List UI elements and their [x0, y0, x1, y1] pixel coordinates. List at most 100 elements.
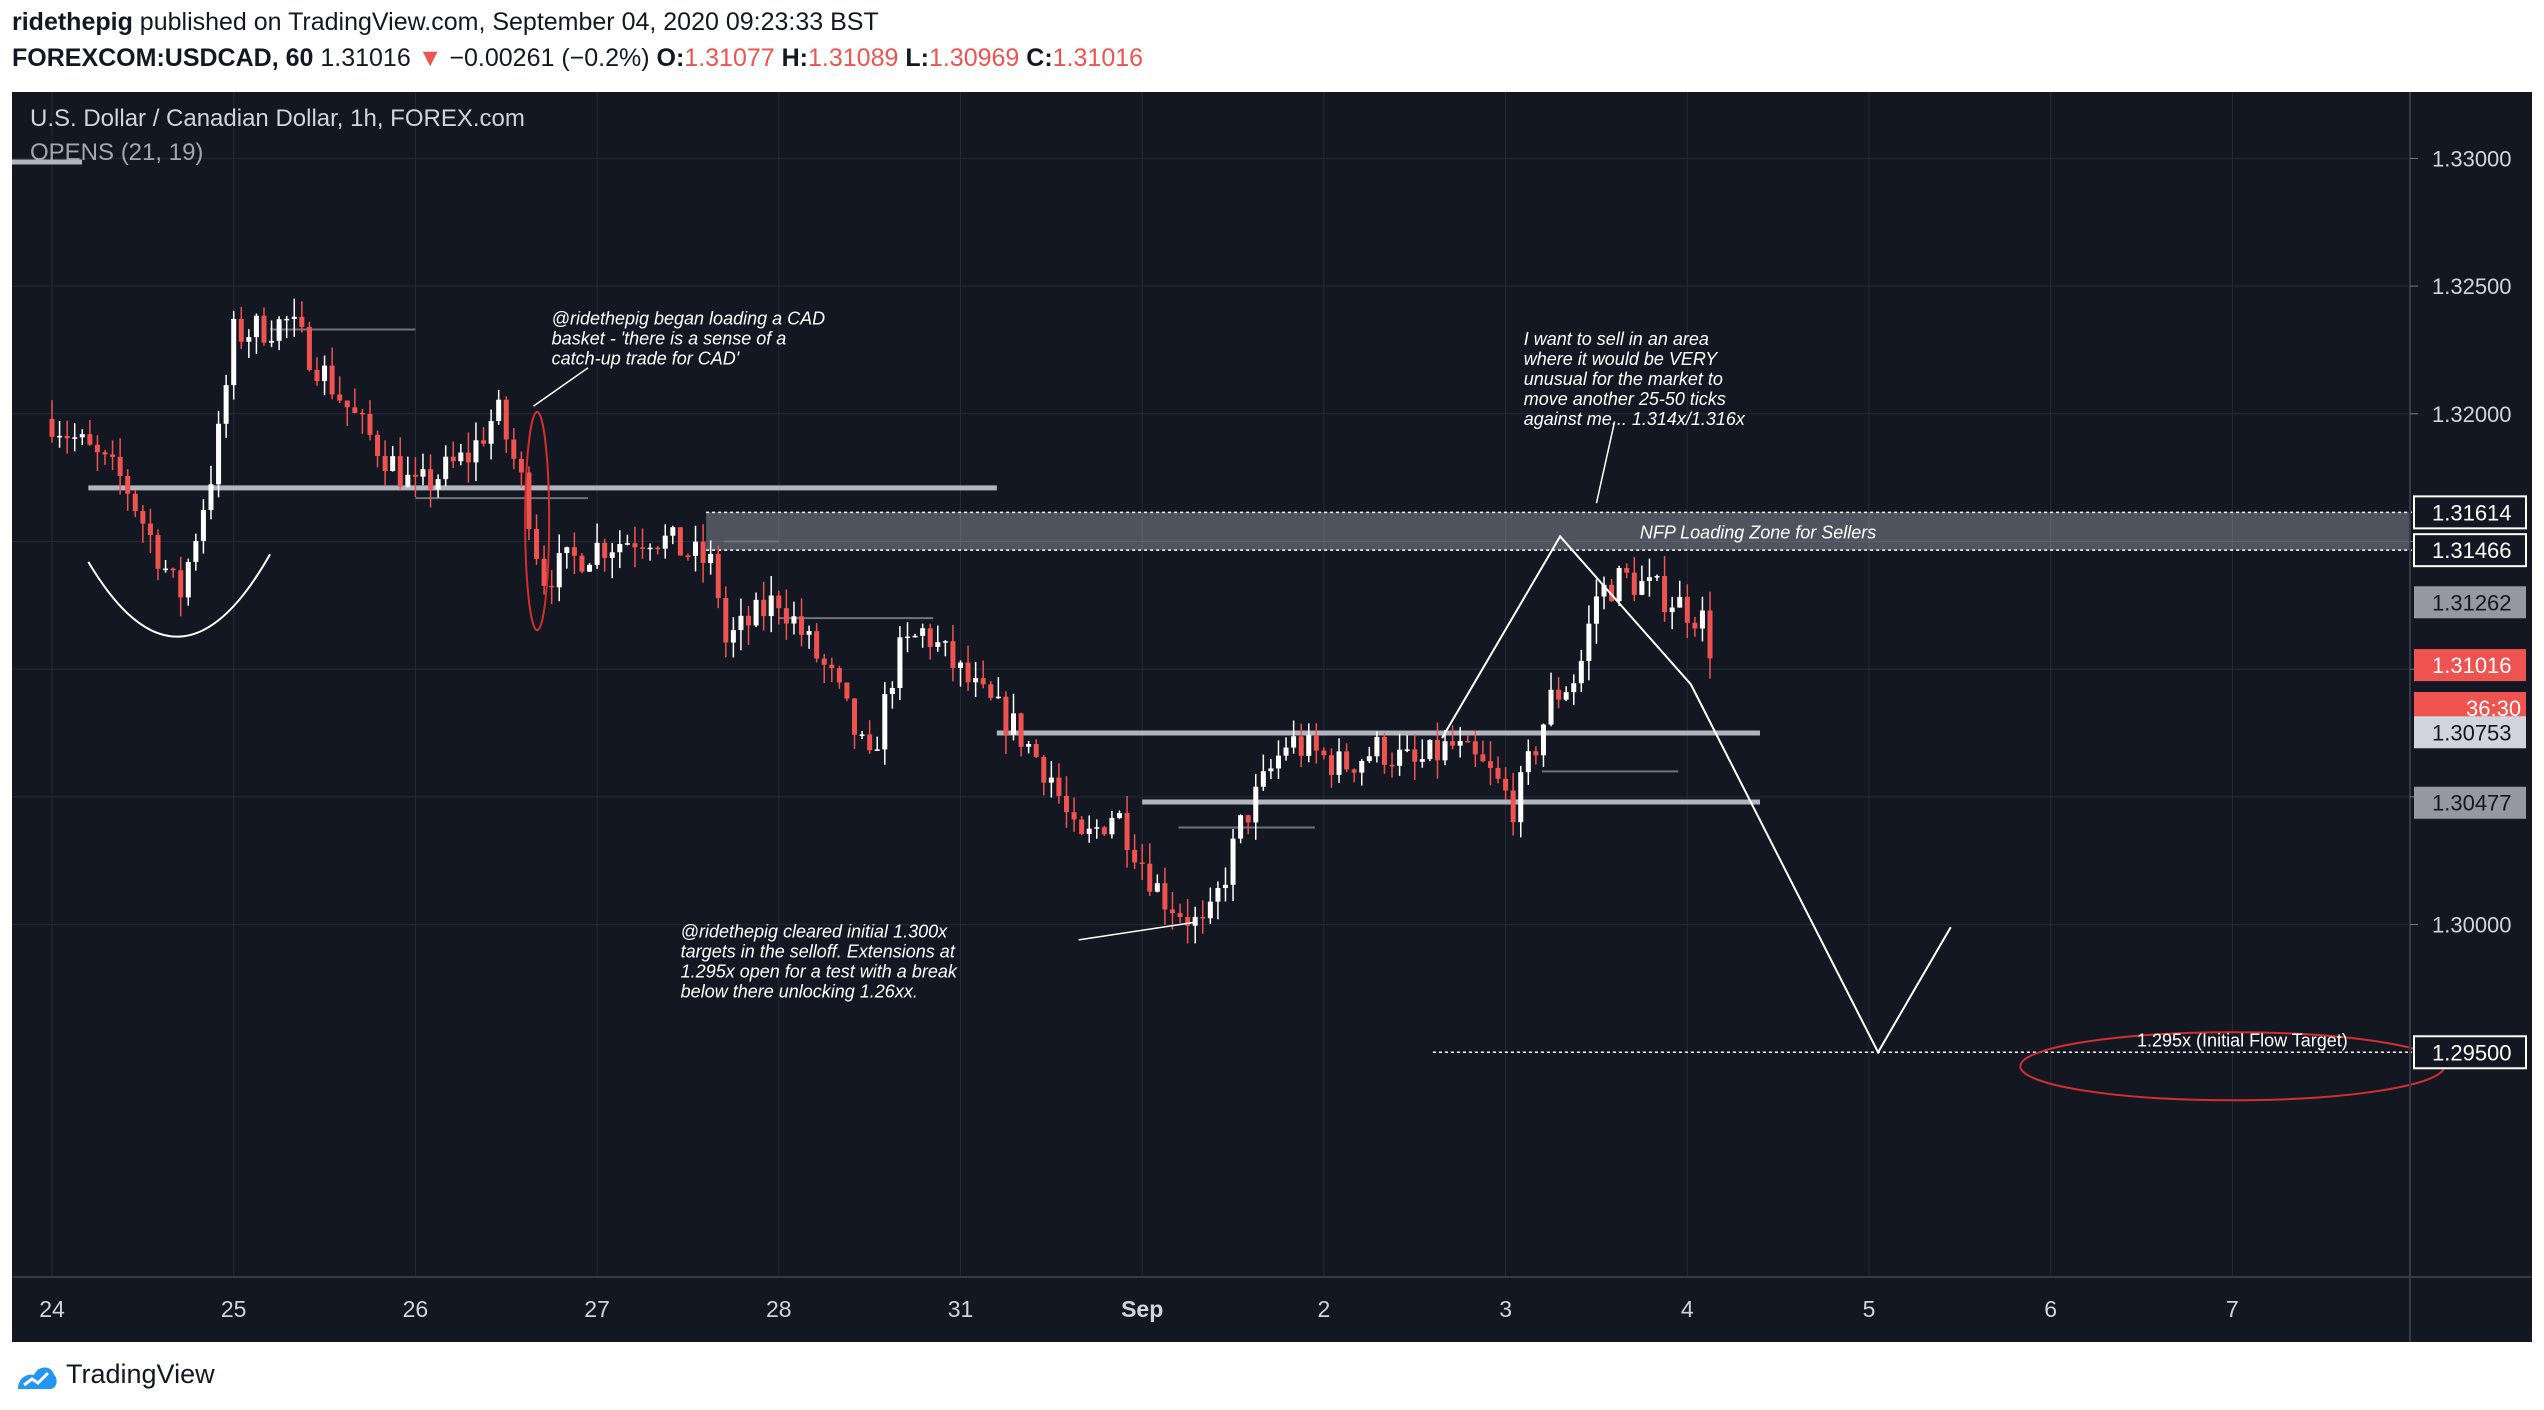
- author-name[interactable]: ridethepig: [12, 8, 133, 36]
- candle-body: [708, 553, 714, 563]
- candle-body: [632, 543, 638, 548]
- candle-body: [1079, 819, 1085, 834]
- price-axis[interactable]: 1.330001.325001.320001.315001.310001.305…: [2409, 92, 2527, 1342]
- candle-body: [1026, 743, 1032, 747]
- candle-body: [488, 420, 494, 444]
- tradingview-logo-icon[interactable]: [14, 1359, 60, 1393]
- candle-body: [1404, 749, 1410, 751]
- candle-body: [1578, 660, 1584, 684]
- candle-body: [1086, 828, 1092, 834]
- candle-body: [1268, 768, 1274, 772]
- time-tick-label: 28: [766, 1296, 792, 1322]
- price-tick-label: 1.32500: [2432, 274, 2512, 299]
- legend-title: U.S. Dollar / Canadian Dollar, 1h, FOREX…: [30, 105, 525, 132]
- candle-body: [337, 394, 343, 401]
- candle-body: [950, 641, 956, 668]
- chart-panel[interactable]: NFP Loading Zone for Sellers 1.295x (Ini…: [12, 92, 2532, 1342]
- candle-body: [730, 630, 736, 643]
- candle-body: [1306, 734, 1312, 756]
- candle-body: [541, 558, 547, 586]
- candle-body: [549, 585, 555, 588]
- candle-body: [1571, 683, 1577, 693]
- candle-body: [1230, 838, 1236, 885]
- symbol-name[interactable]: FOREXCOM:USDCAD, 60: [12, 44, 314, 72]
- candle-body: [367, 414, 373, 435]
- zone-label: NFP Loading Zone for Sellers: [1640, 522, 1876, 542]
- publish-info: ridethepig published on TradingView.com,…: [12, 8, 879, 37]
- time-tick-label: 25: [221, 1296, 247, 1322]
- candle-body: [49, 418, 55, 437]
- brand-label[interactable]: TradingView: [66, 1359, 215, 1389]
- price-chart[interactable]: NFP Loading Zone for Sellers 1.295x (Ini…: [12, 92, 2532, 1342]
- note-text: @ridethepig cleared initial 1.300x target…: [681, 921, 958, 1001]
- candle-body: [1510, 790, 1516, 823]
- candle-body: [761, 599, 767, 617]
- candle-body: [1624, 568, 1630, 573]
- candle-body: [662, 535, 668, 549]
- note-line: @ridethepig cleared initial 1.300x: [681, 921, 948, 941]
- candle-body: [1662, 575, 1668, 613]
- candle-body: [140, 511, 146, 524]
- candle-body: [1116, 813, 1122, 819]
- candle-body: [1328, 755, 1334, 775]
- candle-body: [1321, 750, 1327, 756]
- candle-body: [1654, 575, 1660, 578]
- candle-body: [526, 472, 532, 530]
- candle-body: [72, 437, 78, 439]
- candle-body: [927, 628, 933, 647]
- time-tick-label: 6: [2044, 1296, 2057, 1322]
- candle-body: [1412, 749, 1418, 762]
- candle-body: [1601, 584, 1607, 597]
- candle-body: [1450, 741, 1456, 746]
- candle-body: [1639, 580, 1645, 595]
- candle-body: [299, 316, 305, 327]
- candle-body: [57, 435, 63, 438]
- candle-body: [1503, 778, 1509, 791]
- chart-background: [12, 92, 2532, 1342]
- price-tag-label: 1.31262: [2432, 590, 2512, 615]
- candle-body: [852, 698, 858, 735]
- legend-indicator: OPENS (21, 19): [30, 139, 203, 166]
- candle-body: [185, 562, 191, 598]
- candle-body: [1616, 568, 1622, 602]
- note-text: I want to sell in an area where it would …: [1524, 329, 1746, 429]
- candle-body: [481, 440, 487, 444]
- candle-body: [1003, 696, 1009, 735]
- candle-body: [269, 340, 275, 343]
- candle-body: [1063, 795, 1069, 813]
- candle-body: [1351, 769, 1357, 773]
- candle-body: [208, 484, 214, 511]
- note-line: targets in the selloff. Extensions at: [681, 941, 956, 961]
- candle-body: [261, 315, 267, 343]
- candle-body: [1147, 863, 1153, 892]
- candle-body: [1707, 610, 1713, 659]
- candle-body: [1533, 751, 1539, 756]
- candle-body: [859, 734, 865, 736]
- projection-path: [1441, 534, 1952, 1055]
- candle-body: [503, 399, 509, 440]
- candle-body: [1048, 777, 1054, 783]
- candle-body: [564, 547, 570, 554]
- candle-body: [1071, 812, 1077, 820]
- candle-body: [382, 455, 388, 471]
- candle-body: [980, 678, 986, 685]
- candle-body: [920, 628, 926, 636]
- time-axis[interactable]: 24 25 26 27 28 31 Sep 2 3 4 5 6 7: [12, 1276, 2532, 1322]
- candle-body: [284, 318, 290, 321]
- candle-body: [94, 444, 100, 453]
- candle-body: [1132, 849, 1138, 863]
- candle-body: [1374, 736, 1380, 757]
- candle-body: [1200, 916, 1206, 919]
- candle-body: [64, 435, 70, 439]
- candle-body: [1480, 754, 1486, 762]
- candles: [49, 298, 1713, 944]
- candle-body: [216, 423, 222, 485]
- candle-body: [670, 527, 676, 536]
- price-tag-box: [2413, 495, 2527, 530]
- candle-body: [1548, 689, 1554, 725]
- candle-body: [693, 541, 699, 556]
- candle-body: [988, 684, 994, 698]
- time-tick-label: 26: [403, 1296, 429, 1322]
- candle-body: [1609, 584, 1615, 602]
- high-value: 1.31089: [808, 44, 899, 72]
